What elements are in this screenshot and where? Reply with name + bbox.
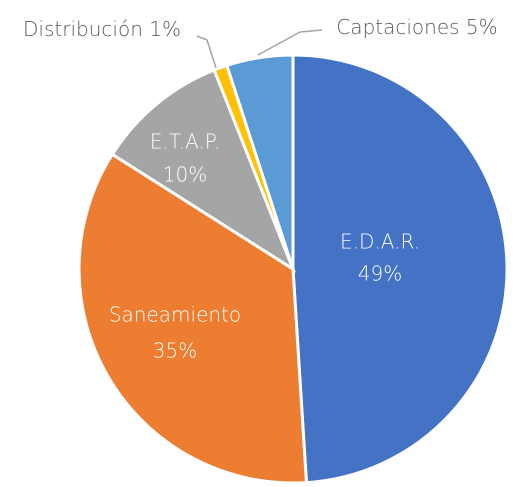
slice-label: E.T.A.P. [150,130,220,154]
pie-slice [110,68,297,273]
slice-label: Saneamiento [109,303,241,327]
leader-line [257,29,323,56]
leader-line [196,35,217,69]
value-label: 49% [358,262,402,286]
pie-slice [77,152,309,485]
slice-label: Captaciones [336,15,459,39]
value-label: 10% [163,163,207,187]
pie-slice [291,53,509,485]
value-label: 5% [466,15,498,39]
slice-label-group: Distribución 1% [23,17,181,41]
slice-label: E.D.A.R. [340,230,420,254]
value-label: 35% [153,339,197,363]
pie-slice [224,53,295,270]
pie [77,53,509,485]
slice-label-group: Captaciones 5% [336,15,497,39]
value-label: 1% [149,17,181,41]
slice-label: Distribución [23,17,143,41]
